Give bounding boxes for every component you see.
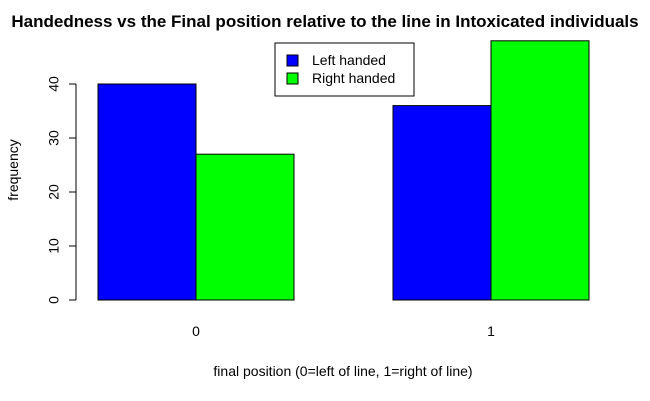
y-ticks: 0 10 20 30 40 [46,76,76,304]
legend-label: Left handed [312,52,386,68]
bar-right-handed-0 [195,153,295,301]
legend-label: Right handed [312,70,395,86]
y-tick-label: 30 [46,130,62,146]
bar-left-handed-1 [392,105,492,301]
y-tick-label: 10 [46,238,62,254]
legend-swatch [286,72,299,85]
x-tick-label-0: 0 [192,323,200,339]
x-axis-label: final position (0=left of line, 1=right … [213,363,472,379]
bars [97,40,590,301]
legend-items: Left handed Right handed [286,52,395,86]
legend-box [274,42,415,97]
legend-swatch [286,54,299,67]
x-tick-label-1: 1 [487,323,495,339]
y-axis: 0 10 20 30 40 [46,76,77,304]
y-tick-label: 40 [46,76,62,92]
bar-right-handed-1 [490,40,590,301]
y-tick-label: 20 [46,184,62,200]
legend: Left handed Right handed [274,42,415,97]
bar-left-handed-0 [97,83,197,301]
y-axis-label: frequency [5,139,21,200]
chart-title: Handedness vs the Final position relativ… [11,12,638,31]
y-tick-label: 0 [46,296,62,304]
